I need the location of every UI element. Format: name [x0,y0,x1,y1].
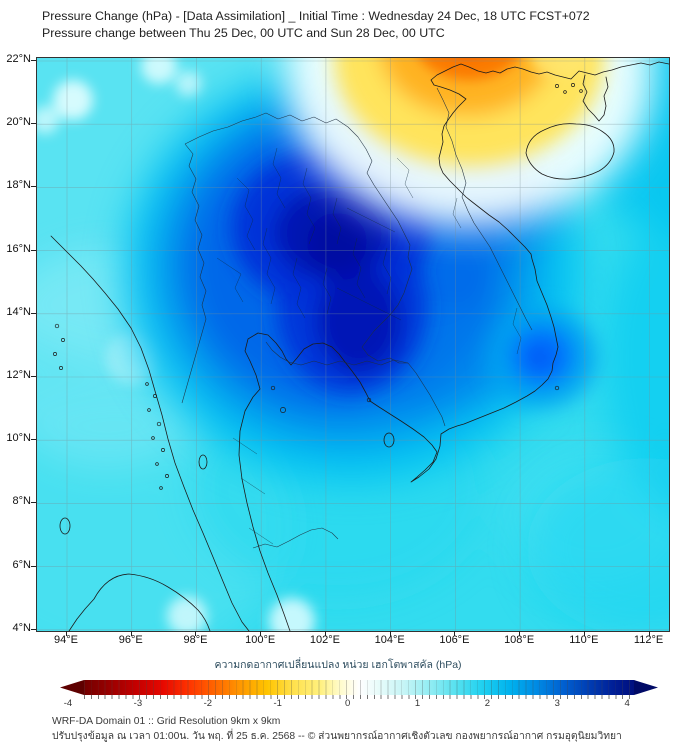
lat-tick [31,439,36,441]
lon-tick [130,631,132,636]
lat-tick [31,376,36,377]
colorbar-left-arrow [60,680,84,695]
colorbar [60,680,658,699]
island-andaman [59,517,71,535]
lat-tick [31,123,36,125]
lon-tick [519,631,521,636]
title-line-1: Pressure Change (hPa) - [Data Assimilati… [42,9,590,23]
lon-label: 94°E [54,634,78,646]
coast-myanmar-peninsula-west [50,235,250,631]
footer: WRF-DA Domain 01 :: Grid Resolution 9km … [52,714,622,744]
lon-tick [195,631,197,636]
lon-tick [324,631,326,636]
lon-label: 108°E [504,634,535,646]
lat-tick [31,502,36,504]
lat-label: 22°N [6,53,31,65]
lat-tick [31,312,36,314]
colorbar-tick-label: 1 [414,698,421,709]
lat-label: 10°N [6,432,31,445]
colorbar-segments [84,680,634,695]
lon-label: 100°E [245,634,276,646]
coast-sumatra [68,573,211,631]
title-line-2: Pressure change between Thu 25 Dec, 00 U… [42,26,445,40]
lat-label: 4°N [12,621,31,634]
lon-tick [454,631,456,636]
lon-label: 98°E [183,634,208,646]
island-phuket [198,454,208,470]
lat-label: 14°N [6,305,31,318]
lat-tick [31,60,36,61]
lat-label: 18°N [6,179,31,192]
lat-label: 8°N [12,495,31,508]
gridlines [37,58,669,631]
country-borders [181,87,533,549]
coast-leizhou [582,74,609,122]
lon-label: 112°E [633,634,664,646]
colorbar-tickmarks [84,695,634,699]
colorbar-tick-label: 3 [554,698,560,709]
colorbar-right-arrow [634,680,658,695]
lat-label: 6°N [12,558,31,571]
island-phu-quoc [383,432,395,448]
lon-label: 104°E [374,634,405,646]
colorbar-tick-label: -3 [133,698,143,709]
footer-line-1: WRF-DA Domain 01 :: Grid Resolution 9km … [52,716,281,727]
lon-tick [260,631,262,636]
colorbar-tick-label: -4 [63,698,73,709]
coastlines [50,61,669,631]
map-plot-area [36,57,670,632]
coast-hainan [525,123,615,180]
colorbar-tick-label: 2 [484,698,491,709]
lon-tick [389,631,391,636]
colorbar-gradient [84,680,634,695]
colorbar-tick-label: -1 [273,698,282,709]
lon-label: 102°E [309,634,340,646]
lat-label: 12°N [6,369,31,381]
colorbar-tick-label: 0 [344,698,351,709]
lat-tick [31,249,36,251]
lat-tick [31,565,36,567]
colorbar-title: ความกดอากาศเปลี่ยนแปลง หน่วย เฮกโตพาสคัล… [214,659,462,671]
lon-tick [583,631,585,636]
lon-tick [648,631,650,636]
map-canvas [37,58,669,631]
lon-label: 96°E [118,634,143,646]
colorbar-tick-label: 4 [624,698,630,709]
lat-label: 16°N [6,242,31,255]
lat-tick [31,186,36,188]
lat-label: 20°N [6,116,31,129]
province-borders [216,147,522,545]
figure-titles: Pressure Change (hPa) - [Data Assimilati… [42,8,590,42]
small-islands [53,83,583,490]
pressure-field [37,58,669,631]
lat-tick [31,628,36,630]
footer-line-2: ปรับปรุงข้อมูล ณ เวลา 01:00น. วัน พฤ. ที… [52,731,622,742]
lon-label: 106°E [439,634,470,646]
coast-gulf-indochina-china [238,61,669,631]
colorbar-tick-label: -2 [203,698,213,709]
lon-tick [66,631,67,636]
lon-label: 110°E [569,634,599,646]
